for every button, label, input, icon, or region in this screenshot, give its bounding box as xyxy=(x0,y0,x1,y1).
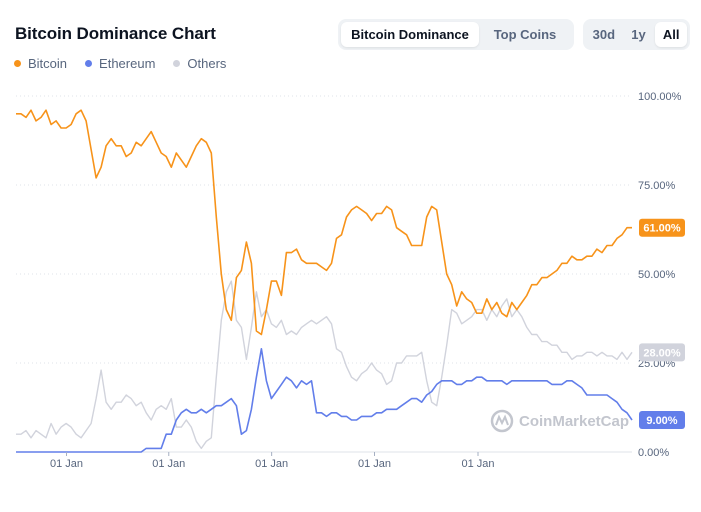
series-line-ethereum[interactable] xyxy=(16,347,633,453)
badge-background xyxy=(639,343,685,362)
range-30d-button[interactable]: 30d xyxy=(592,27,616,42)
y-tick-label: 0.00% xyxy=(638,447,669,459)
x-tick-label: 01 Jan xyxy=(152,458,185,470)
legend-item-bitcoin[interactable]: Bitcoin xyxy=(14,56,67,71)
legend-item-others[interactable]: Others xyxy=(173,56,226,71)
series-line-others[interactable] xyxy=(16,280,633,450)
y-axis: 100.00%75.00%50.00%25.00%0.00% xyxy=(638,91,682,459)
tab-bitcoin-dominance[interactable]: Bitcoin Dominance xyxy=(341,22,479,47)
view-tab-group: Bitcoin Dominance Top Coins xyxy=(338,19,574,50)
badge-background xyxy=(639,410,685,429)
tab-top-coins[interactable]: Top Coins xyxy=(493,27,557,42)
badge-others: 28.00% xyxy=(639,343,685,362)
legend-dot-bitcoin xyxy=(14,60,21,67)
value-badges: 61.00% 28.00% 9.00% xyxy=(639,218,685,429)
y-tick-label: 50.00% xyxy=(638,269,676,281)
series-lines xyxy=(16,109,633,453)
legend-dot-others xyxy=(173,60,181,67)
legend-label-ethereum: Ethereum xyxy=(99,56,156,71)
legend-label-bitcoin: Bitcoin xyxy=(28,56,68,71)
x-tick-label: 01 Jan xyxy=(50,458,83,470)
range-1y-button[interactable]: 1y xyxy=(631,27,646,42)
x-tick-label: 01 Jan xyxy=(255,458,288,470)
coinmarketcap-watermark: CoinMarketCap xyxy=(490,409,629,433)
y-tick-label: 100.00% xyxy=(638,91,682,103)
badge-value: 9.00% xyxy=(646,415,677,427)
grid-lines xyxy=(16,95,632,453)
x-tick-label: 01 Jan xyxy=(461,458,494,470)
page-title: Bitcoin Dominance Chart xyxy=(15,24,216,43)
badge-value: 61.00% xyxy=(643,223,681,235)
chart-legend: Bitcoin Ethereum Others xyxy=(14,56,226,71)
badge-bitcoin: 61.00% xyxy=(639,218,685,237)
badge-background xyxy=(639,218,685,237)
legend-dot-ethereum xyxy=(85,60,93,67)
time-range-group: 30d 1y All xyxy=(583,19,690,50)
series-line-bitcoin[interactable] xyxy=(16,109,632,336)
badge-ethereum: 9.00% xyxy=(639,410,685,429)
legend-item-ethereum[interactable]: Ethereum xyxy=(85,56,155,71)
badge-value: 28.00% xyxy=(643,347,681,359)
legend-label-others: Others xyxy=(187,56,227,71)
range-all-button[interactable]: All xyxy=(655,22,687,47)
coinmarketcap-logo-icon xyxy=(490,409,514,433)
x-tick-label: 01 Jan xyxy=(358,458,391,470)
y-tick-label: 75.00% xyxy=(638,180,676,192)
x-axis: 01 Jan 01 Jan 01 Jan 01 Jan 01 Jan xyxy=(50,452,495,470)
watermark-text: CoinMarketCap xyxy=(519,413,629,430)
